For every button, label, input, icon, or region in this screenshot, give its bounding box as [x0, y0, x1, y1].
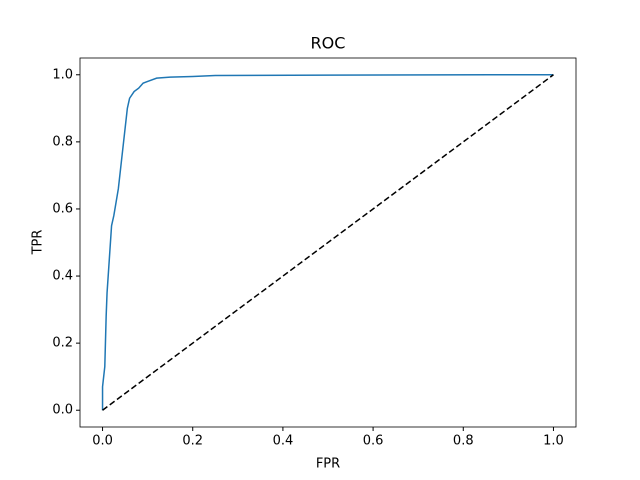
chart-title: ROC	[311, 34, 346, 53]
y-tick-label: 1.0	[52, 67, 73, 82]
y-tick-label: 0.6	[52, 201, 73, 216]
y-axis-label: TPR	[31, 230, 46, 256]
x-tick-label: 0.6	[363, 434, 384, 449]
y-tick-label: 0.2	[52, 336, 73, 351]
x-tick-label: 0.2	[182, 434, 203, 449]
x-tick-label: 0.8	[453, 434, 474, 449]
x-axis-label: FPR	[316, 457, 340, 472]
line-series	[101, 74, 554, 411]
y-tick-label: 0.0	[52, 403, 73, 418]
line-series	[102, 74, 554, 411]
x-tick-label: 0.0	[92, 434, 113, 449]
x-tick-label: 0.4	[273, 434, 294, 449]
y-tick-label: 0.4	[52, 269, 73, 284]
plot-frame	[79, 57, 577, 428]
x-tick-label: 1.0	[543, 434, 564, 449]
y-tick-label: 0.8	[52, 134, 73, 149]
